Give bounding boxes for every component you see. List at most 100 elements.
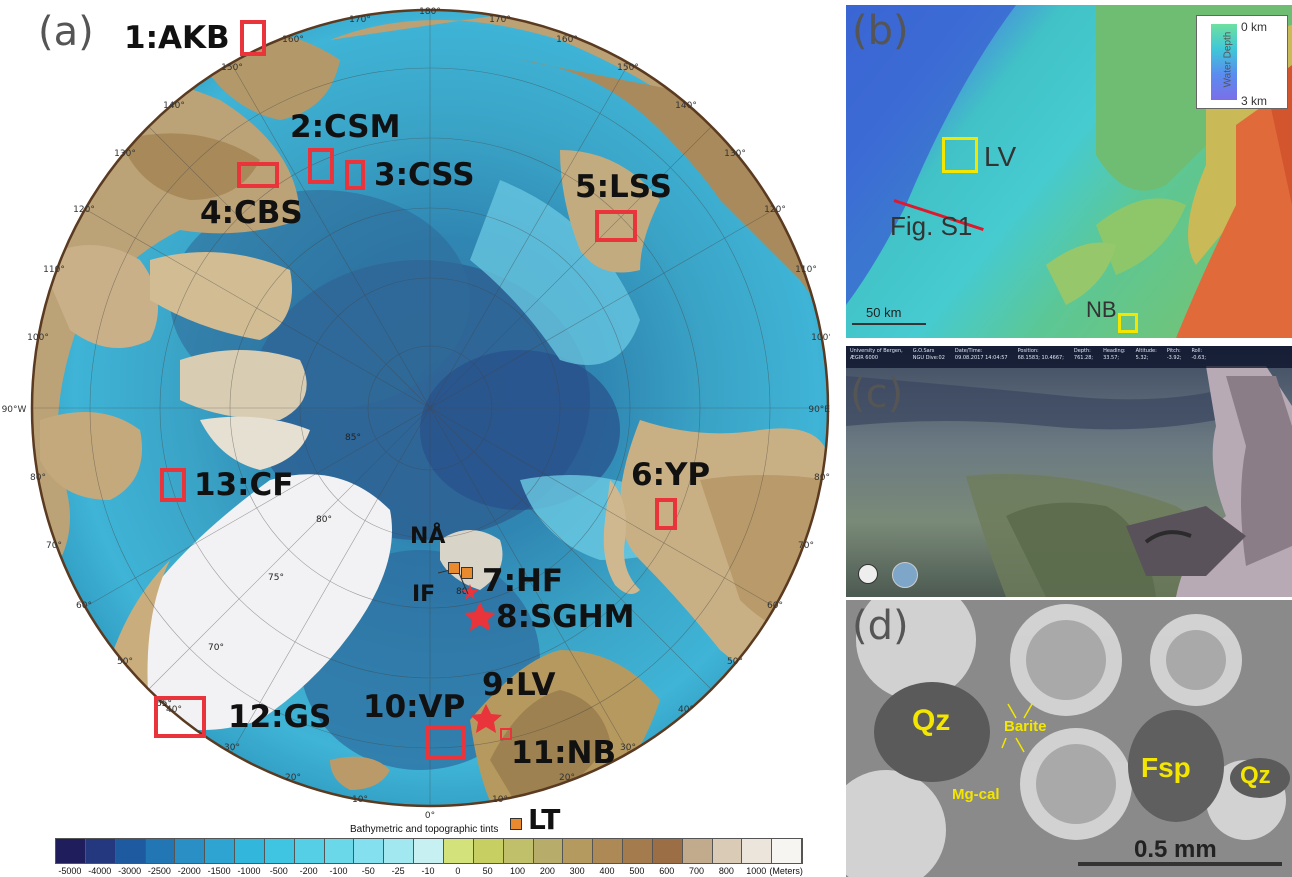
- depth-legend-top: 0 km: [1241, 20, 1268, 34]
- lon-label: 180°: [419, 7, 441, 17]
- hud-field: Heading: 33.57;: [1103, 348, 1126, 361]
- colorbar-tick-label: (Meters): [769, 866, 803, 876]
- barite-arrows-icon: [1001, 703, 1033, 753]
- site-label-sghm: 8:SGHM: [496, 599, 635, 635]
- colorbar-tick-label: 400: [599, 866, 615, 876]
- lon-label: 100°: [27, 333, 49, 343]
- colorbar-swatch: [235, 839, 265, 863]
- site-label-nb: 11:NB: [511, 735, 617, 771]
- lss-site-box: [595, 210, 637, 242]
- hud-field: Position: 68.1583; 10.4667;: [1017, 348, 1064, 361]
- lon-label: 150°: [617, 63, 639, 73]
- colorbar-title: Bathymetric and topographic tints: [350, 824, 499, 835]
- lon-label: 30°: [224, 743, 240, 753]
- colorbar-swatch: [56, 839, 86, 863]
- lv-box: [942, 137, 978, 173]
- depth-legend: Water Depth 0 km 3 km: [1196, 15, 1288, 109]
- lon-label: 90°W: [2, 405, 27, 415]
- colorbar-swatch: [563, 839, 594, 863]
- lv-box-label: LV: [984, 141, 1017, 172]
- lon-label: 10°: [352, 795, 368, 805]
- fig-s1-label: Fig. S1: [890, 211, 973, 241]
- scale-bar-d: [1078, 862, 1282, 866]
- lat-label: 75°: [268, 573, 284, 583]
- colorbar-tick-label: -10: [421, 866, 435, 876]
- colorbar-swatch: [652, 839, 683, 863]
- colorbar-swatch: [593, 839, 624, 863]
- label-qz-1: Qz: [912, 704, 951, 737]
- panel-b: (b) Water Depth 0 km 3 km LV Fig. S1 50 …: [846, 5, 1292, 338]
- colorbar-tick-label: 500: [629, 866, 645, 876]
- depth-legend-bar: [1211, 24, 1237, 100]
- lon-label: 0°: [425, 811, 435, 820]
- lon-label: 140°: [163, 101, 185, 111]
- lon-label: 80°: [814, 473, 830, 483]
- rov-hud: University of Bergen, ÆGIR 6000 G.O.Sars NG…: [846, 346, 1292, 368]
- hud-field: Roll: -0.63;: [1191, 348, 1207, 361]
- lon-label: 70°: [46, 541, 62, 551]
- colorbar-tick-label: -2000: [177, 866, 201, 876]
- colorbar-tick-label: -1500: [207, 866, 231, 876]
- colorbar-swatch: [384, 839, 415, 863]
- colorbar-swatch: [264, 839, 295, 863]
- site-label-lss: 5:LSS: [575, 169, 672, 205]
- hud-field: University of Bergen, ÆGIR 6000: [850, 348, 903, 361]
- lon-label: 60°: [767, 601, 783, 611]
- lon-label: 110°: [795, 265, 817, 275]
- lon-label: 120°: [73, 205, 95, 215]
- nb-box-label: NB: [1086, 297, 1117, 322]
- colorbar-swatch: [414, 839, 444, 863]
- label-fsp: Fsp: [1141, 752, 1191, 783]
- lon-label: 110°: [43, 265, 65, 275]
- colorbar-tick-label: 1000: [746, 866, 767, 876]
- colorbar-swatch: [354, 839, 385, 863]
- label-qz-2: Qz: [1240, 762, 1271, 789]
- site-label-if: IF: [412, 582, 436, 607]
- lat-label: 65°: [156, 699, 172, 709]
- scale-bar-d-label: 0.5 mm: [1134, 836, 1217, 863]
- site-label-vp: 10:VP: [363, 689, 466, 725]
- lon-label: 120°: [764, 205, 786, 215]
- colorbar-tick-label: 200: [539, 866, 555, 876]
- colorbar-tick-label: -25: [391, 866, 405, 876]
- panel-c: University of Bergen, ÆGIR 6000 G.O.Sars NG…: [846, 346, 1292, 597]
- colorbar-tick-label: -200: [299, 866, 318, 876]
- hf-star-icon: [462, 584, 478, 600]
- lon-label: 140°: [675, 101, 697, 111]
- lon-label: 10°: [492, 795, 508, 805]
- colorbar-swatch: [682, 839, 713, 863]
- uib-logo-icon: [892, 562, 918, 588]
- lon-label: 40°: [166, 705, 182, 715]
- colorbar-tick-label: 0: [455, 866, 461, 876]
- colorbar-tick-label: 700: [689, 866, 705, 876]
- colorbar-tick-label: -50: [361, 866, 375, 876]
- if-marker-icon: [461, 567, 473, 579]
- lon-label: 130°: [114, 149, 136, 159]
- site-label-cbs: 4:CBS: [200, 195, 303, 231]
- lat-label: 80°: [316, 515, 332, 525]
- colorbar-swatch: [175, 839, 206, 863]
- colorbar-swatch: [712, 839, 743, 863]
- colorbar-swatch: [742, 839, 773, 863]
- lon-label: 130°: [724, 149, 746, 159]
- lon-label: 80°: [30, 473, 46, 483]
- colorbar-swatch: [623, 839, 653, 863]
- colorbar-tick-label: -5000: [58, 866, 82, 876]
- colorbar-swatch: [443, 839, 474, 863]
- site-label-yp: 6:YP: [631, 457, 711, 493]
- colorbar-tick-label: 100: [510, 866, 526, 876]
- lon-label: 30°: [620, 743, 636, 753]
- lon-label: 50°: [727, 657, 743, 667]
- colorbar-swatch: [294, 839, 325, 863]
- colorbar-swatch: [324, 839, 355, 863]
- lon-label: 90°E: [808, 405, 830, 415]
- vp-site-box: [426, 726, 466, 760]
- lon-label: 70°: [798, 541, 814, 551]
- colorbar-swatch: [115, 839, 146, 863]
- lon-label: 160°: [282, 35, 304, 45]
- lon-label: 170°: [349, 15, 371, 25]
- na-marker-icon: [448, 562, 460, 574]
- lon-label: 100°: [811, 333, 830, 343]
- site-label-css: 3:CSS: [374, 157, 475, 193]
- cbs-site-box: [237, 162, 279, 188]
